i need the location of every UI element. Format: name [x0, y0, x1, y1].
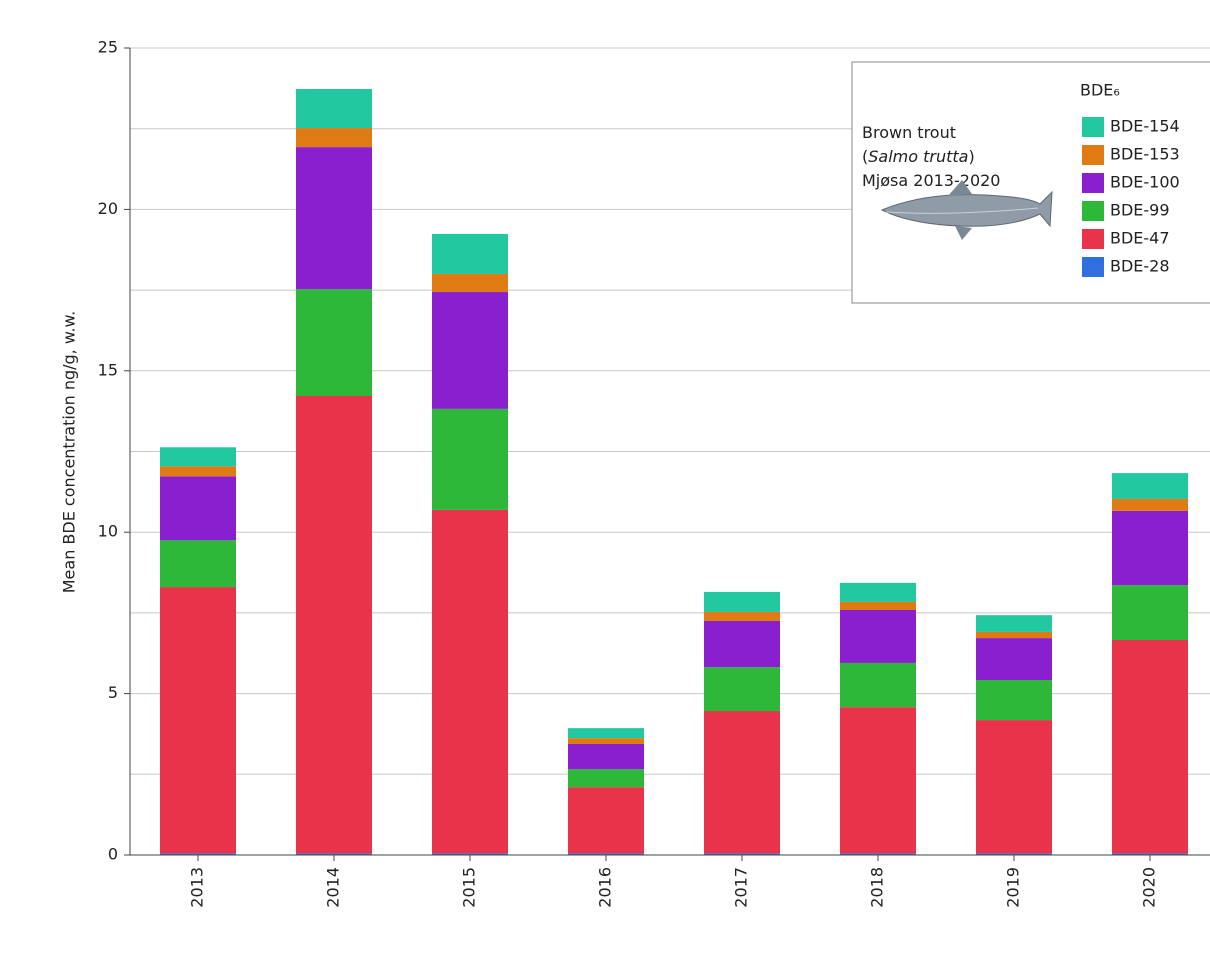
x-tick-label: 2016	[596, 867, 615, 908]
bar-segment	[1112, 498, 1188, 511]
annotation-part: )	[968, 147, 974, 166]
y-tick-label: 15	[98, 360, 118, 379]
bar-segment	[296, 853, 372, 855]
bar-segment	[840, 662, 916, 708]
bar-segment	[160, 476, 236, 541]
legend-swatch	[1082, 257, 1104, 277]
bar-segment	[432, 292, 508, 409]
bar-segment	[1112, 853, 1188, 855]
legend-label: BDE-99	[1110, 201, 1170, 220]
bar-segment	[568, 743, 644, 770]
legend-swatch	[1082, 229, 1104, 249]
bar-segment	[704, 711, 780, 854]
legend-label: BDE-100	[1110, 173, 1180, 192]
legend-swatch	[1082, 145, 1104, 165]
bar-segment	[568, 853, 644, 855]
bar-segment	[704, 620, 780, 668]
annotation: Brown trout (Salmo trutta) Mjøsa 2013-2020	[862, 123, 1000, 190]
bar-segment	[704, 667, 780, 712]
legend: BDE₆ Brown trout (Salmo trutta) Mjøsa 2013…	[851, 61, 1210, 304]
legend-box	[851, 61, 1210, 304]
bar-segment	[432, 509, 508, 854]
bar-segment	[160, 540, 236, 588]
bar-segment	[976, 631, 1052, 639]
legend-swatch	[1082, 173, 1104, 193]
bar-segment	[160, 466, 236, 477]
legend-swatch	[1082, 117, 1104, 137]
annotation-line: Mjøsa 2013-2020	[862, 171, 1000, 190]
x-tick-label: 2013	[188, 867, 207, 908]
bar-segment	[1112, 640, 1188, 854]
legend-label: BDE-28	[1110, 257, 1170, 276]
bar-segment	[840, 853, 916, 855]
y-axis-title: Mean BDE concentration ng/g, w.w.	[60, 311, 79, 594]
x-tick-label: 2015	[460, 867, 479, 908]
bar-segment	[1112, 510, 1188, 586]
bar-segment	[976, 615, 1052, 632]
y-tick-label: 20	[98, 199, 118, 218]
legend-label: BDE-47	[1110, 229, 1170, 248]
bar-segment	[296, 289, 372, 396]
bar-segment	[704, 611, 780, 621]
bar-segment	[840, 601, 916, 610]
bar-segment	[704, 853, 780, 855]
annotation-line: Brown trout	[862, 123, 956, 142]
bar-segment	[976, 680, 1052, 721]
bar-segment	[568, 787, 644, 854]
bar-segment	[1112, 585, 1188, 641]
bar-segment	[296, 395, 372, 854]
bar-segment	[432, 233, 508, 274]
bar-segment	[568, 738, 644, 744]
x-tick-label: 2017	[732, 867, 751, 908]
x-tick-label: 2019	[1004, 867, 1023, 908]
y-tick-label: 25	[98, 38, 118, 57]
annotation-part: Salmo trutta	[868, 147, 968, 166]
legend-swatch	[1082, 201, 1104, 221]
annotation-part: (	[862, 147, 868, 166]
bar-segment	[704, 591, 780, 612]
y-tick-label: 10	[98, 522, 118, 541]
fish-icon	[880, 180, 1053, 240]
legend-label: BDE-154	[1110, 117, 1180, 136]
bar-segment	[568, 769, 644, 788]
y-tick-label: 0	[108, 845, 118, 864]
x-tick-label: 2018	[868, 867, 887, 908]
bar-segment	[432, 408, 508, 510]
bar-segment	[1112, 473, 1188, 499]
x-tick-label: 2020	[1140, 867, 1159, 908]
bar-segment	[840, 707, 916, 854]
bar-segment	[432, 853, 508, 855]
bar-segment	[296, 88, 372, 129]
bar-segment	[160, 587, 236, 854]
legend-title: BDE₆	[1080, 81, 1120, 100]
bar-segment	[976, 638, 1052, 681]
bar-segment	[432, 273, 508, 293]
bar-segment	[840, 582, 916, 602]
legend-label: BDE-153	[1110, 145, 1180, 164]
bar-segment	[976, 853, 1052, 855]
bar-segment	[840, 609, 916, 663]
x-tick-label: 2014	[324, 867, 343, 908]
bar-segment	[160, 447, 236, 467]
bar-segment	[296, 147, 372, 290]
plot-area: 0 5 10 15 20 25 2013 2014 2015 2016 2017 2018 2019 20…	[98, 38, 1210, 908]
y-tick-label: 5	[108, 683, 118, 702]
bar-segment	[976, 720, 1052, 854]
bar-segment	[568, 728, 644, 739]
bar-segment	[160, 853, 236, 855]
bar-segment	[296, 128, 372, 148]
